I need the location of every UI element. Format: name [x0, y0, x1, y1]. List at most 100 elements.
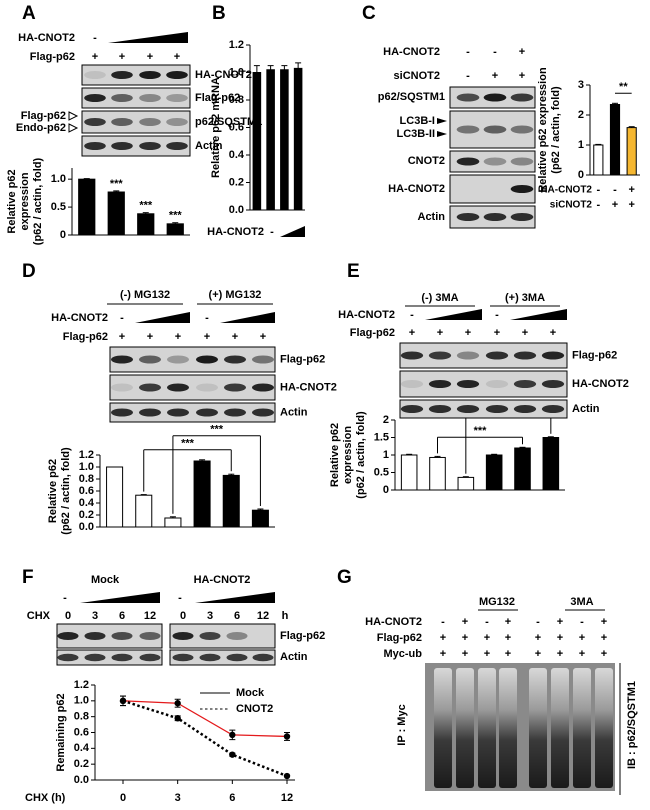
blot-strip [399, 399, 568, 419]
group-label: (+) 3MA [505, 292, 545, 304]
blot-label: Flag-p62 [280, 630, 325, 642]
row-label: HA-CNOT2 [383, 46, 440, 58]
row-mark: - [485, 616, 489, 628]
y-tick-label: 1.5 [374, 431, 389, 443]
blot-band [510, 213, 534, 221]
row-mark: + [147, 51, 153, 63]
y-tick-label: 0.8 [79, 473, 94, 485]
point [174, 700, 181, 707]
row-mark: + [204, 331, 210, 343]
y-tick-label: 0.0 [79, 521, 94, 533]
point [229, 731, 236, 739]
blot-strip [81, 135, 191, 157]
row-mark: + [119, 51, 125, 63]
row-mark: - [466, 46, 470, 58]
point [119, 697, 127, 705]
row-mark: + [175, 331, 181, 343]
blot-band [428, 351, 452, 360]
blot-band [541, 380, 565, 388]
blot-band [400, 351, 424, 360]
point [229, 751, 236, 758]
y-axis-label: Relative p62 [329, 423, 341, 487]
row-label: Myc-ub [384, 648, 423, 660]
blot-label: Flag-p62 [280, 353, 325, 365]
row-mark: - [466, 70, 470, 82]
blot-label: HA-CNOT2 [280, 381, 337, 393]
blot-band [111, 71, 133, 79]
bar [542, 437, 560, 491]
row-mark: 6 [119, 610, 125, 622]
bar [280, 69, 289, 211]
blot-label: p62/SQSTM1 [378, 91, 445, 103]
y-tick-label: 1.0 [79, 461, 94, 473]
x-tick-label: 6 [229, 792, 235, 804]
y-tick-label: 0.0 [229, 204, 244, 216]
row-mark: - [495, 309, 499, 321]
row-mark: + [519, 70, 525, 82]
blot-band [456, 157, 480, 166]
blot-band [483, 93, 507, 102]
blot-band [483, 213, 507, 221]
row-mark: 0 [180, 610, 186, 622]
y-axis-label: Relative p62 expression [537, 67, 549, 193]
y-tick-label: 2 [383, 414, 389, 426]
row-mark: + [535, 632, 541, 644]
y-tick-label: 0.2 [74, 758, 89, 770]
blot-band [252, 653, 274, 662]
y-axis-label: (p62 / actin, fold) [355, 411, 367, 499]
smear-lane [529, 668, 547, 788]
point [174, 715, 181, 722]
point [283, 733, 291, 740]
y-tick-label: 0.4 [74, 742, 90, 754]
row-mark: + [550, 327, 556, 339]
blot-band [456, 213, 480, 221]
legend-label: Mock [236, 687, 265, 699]
blot-band [483, 157, 507, 166]
blot-band [139, 142, 161, 150]
panel-letter: D [22, 261, 36, 282]
y-axis-label: Relative p62 [47, 459, 59, 523]
blot-band [428, 405, 452, 413]
row-mark: - [178, 592, 182, 604]
blot-band [139, 632, 161, 640]
ramp [80, 592, 160, 603]
significance: ** [619, 81, 628, 93]
row-mark: + [232, 331, 238, 343]
significance: *** [139, 200, 153, 212]
y-tick-label: 0.4 [79, 497, 95, 509]
smear-lane [551, 668, 569, 788]
row-label: Flag-p62 [350, 327, 395, 339]
y-tick-label: 0.6 [79, 485, 94, 497]
group-label: (+) MG132 [209, 289, 262, 301]
bar [429, 456, 446, 491]
x-row-mark: + [628, 199, 634, 211]
bar [164, 517, 182, 528]
y-tick-label: 0.4 [229, 149, 245, 161]
y-tick-label: 0.8 [229, 94, 244, 106]
blot-strip [449, 150, 536, 173]
row-mark: + [505, 648, 511, 660]
significance: *** [169, 210, 183, 222]
bar [107, 191, 125, 236]
blot-band [252, 408, 274, 417]
blot-band [199, 632, 221, 640]
ramp [510, 309, 567, 320]
y-axis-label: (p62 / actin, fold) [550, 86, 562, 174]
group-label: Mock [91, 574, 120, 586]
blot-band [510, 157, 534, 166]
arrow [68, 123, 79, 133]
blot-band [139, 94, 161, 102]
row-label: CHX [27, 610, 51, 622]
blot-band [513, 380, 537, 388]
blot-band [84, 71, 106, 79]
row-mark: - [63, 592, 67, 604]
row-label: Flag-p62 [377, 632, 422, 644]
blot-band [224, 383, 246, 392]
blot-band [166, 71, 188, 79]
y-tick-label: 1.0 [229, 66, 244, 78]
row-mark: + [462, 616, 468, 628]
blot-strip [81, 87, 191, 109]
row-label: HA-CNOT2 [338, 309, 395, 321]
ramp [108, 32, 188, 43]
x-tick-label: 3 [175, 792, 181, 804]
